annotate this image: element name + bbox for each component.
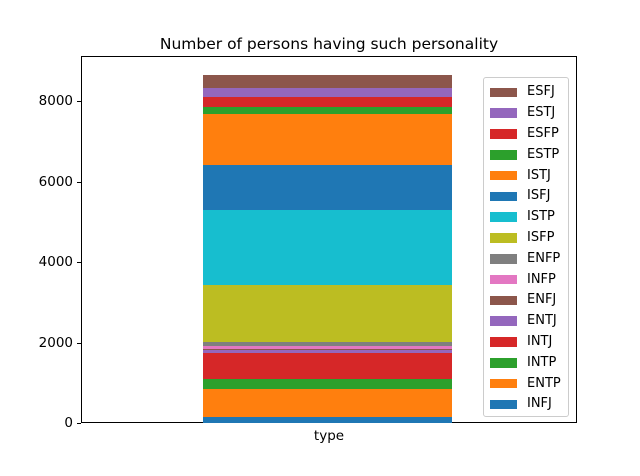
- y-axis-tick-mark: [77, 101, 81, 103]
- legend-item-ENFJ: ENFJ: [484, 290, 568, 311]
- bar-segment-INFP: [203, 346, 452, 349]
- legend-swatch: [490, 399, 517, 410]
- legend-label: INTP: [527, 354, 557, 370]
- legend-swatch: [490, 358, 517, 368]
- bar-segment-ENTP: [203, 389, 452, 417]
- y-axis-tick-label: 2000: [38, 334, 73, 351]
- legend-swatch: [490, 274, 517, 285]
- legend-swatch: [490, 233, 517, 243]
- legend-swatch: [490, 378, 517, 389]
- legend-label: ESFJ: [527, 84, 555, 100]
- legend-swatch: [490, 212, 517, 222]
- y-axis-tick-label: 6000: [38, 173, 73, 190]
- legend-swatch: [490, 254, 517, 264]
- legend-item-ISFJ: ISFJ: [484, 186, 568, 207]
- legend-label: ISFJ: [527, 188, 551, 204]
- y-axis-tick-mark: [77, 342, 81, 344]
- bar-segment-ENFJ: [203, 348, 452, 350]
- y-axis-tick-label: 8000: [38, 93, 73, 110]
- bar-segment-ISTP: [203, 209, 452, 286]
- y-axis-tick-mark: [77, 423, 81, 424]
- bar-segment-INTJ: [203, 353, 452, 380]
- legend-label: ENFP: [527, 250, 561, 266]
- legend-label: INTJ: [527, 333, 553, 349]
- legend-swatch: [490, 191, 517, 202]
- legend-item-INFP: INFP: [484, 269, 568, 290]
- legend-swatch: [490, 87, 517, 98]
- bar-segment-ENFP: [203, 341, 452, 347]
- bar-segment-ISTJ: [203, 114, 452, 165]
- y-axis-tick-label: 0: [64, 415, 73, 431]
- legend-label: ISTJ: [527, 167, 551, 183]
- legend-label: ESFP: [527, 125, 559, 141]
- legend-label: ENTP: [527, 375, 561, 391]
- legend-swatch: [490, 316, 517, 326]
- legend-label: ISFP: [527, 229, 555, 245]
- bar-segment-ISFJ: [203, 164, 452, 210]
- legend-item-ENTP: ENTP: [484, 373, 568, 394]
- legend-item-ISTJ: ISTJ: [484, 165, 568, 186]
- legend: ESFJ ESTJ ESFP ESTP ISTJ ISFJ ISTP ISFP ENFP INFP…: [483, 77, 569, 417]
- chart-title: Number of persons having such personalit…: [159, 35, 499, 53]
- legend-swatch: [490, 108, 517, 118]
- stacked-bar: [203, 56, 452, 423]
- x-axis-label: type: [313, 428, 345, 444]
- legend-item-ISTP: ISTP: [484, 207, 568, 228]
- legend-label: INFP: [527, 271, 556, 287]
- legend-item-ESTP: ESTP: [484, 144, 568, 165]
- bar-segment-ISFP: [203, 285, 452, 342]
- legend-item-ESFP: ESFP: [484, 124, 568, 145]
- bar-segment-ESFJ: [203, 74, 452, 88]
- y-axis-tick-mark: [77, 262, 81, 264]
- legend-item-ESFJ: ESFJ: [484, 82, 568, 103]
- bar-segment-INTP: [203, 379, 452, 390]
- legend-item-ENTJ: ENTJ: [484, 311, 568, 332]
- legend-item-ISFP: ISFP: [484, 228, 568, 249]
- bar-segment-ESFP: [203, 96, 452, 107]
- legend-label: ESTJ: [527, 105, 556, 121]
- legend-label: INFJ: [527, 396, 552, 412]
- y-axis-tick-mark: [77, 181, 81, 183]
- legend-label: ESTP: [527, 146, 560, 162]
- bar-segment-ENTJ: [203, 349, 452, 354]
- bar-segment-INFJ: [203, 416, 452, 423]
- legend-item-ENFP: ENFP: [484, 248, 568, 269]
- legend-swatch: [490, 337, 517, 347]
- legend-item-ESTJ: ESTJ: [484, 103, 568, 124]
- legend-item-INFJ: INFJ: [484, 394, 568, 415]
- bar-segment-ESTP: [203, 106, 452, 115]
- y-axis-tick-label: 4000: [38, 254, 73, 271]
- legend-label: ENFJ: [527, 292, 557, 308]
- legend-item-INTJ: INTJ: [484, 332, 568, 353]
- legend-label: ENTJ: [527, 313, 557, 329]
- bar-segment-ESTJ: [203, 87, 452, 97]
- legend-item-INTP: INTP: [484, 352, 568, 373]
- legend-swatch: [490, 150, 517, 160]
- legend-label: ISTP: [527, 209, 555, 225]
- legend-swatch: [490, 129, 517, 139]
- legend-swatch: [490, 295, 517, 306]
- legend-swatch: [490, 170, 517, 181]
